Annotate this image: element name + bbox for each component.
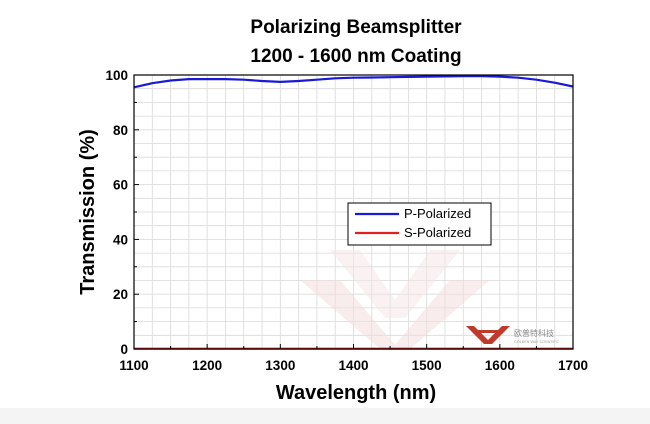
chart-svg: Polarizing Beamsplitter 1200 - 1600 nm C…: [77, 17, 588, 404]
y-tick-label: 100: [105, 68, 128, 83]
page-bottom-band: [0, 408, 650, 424]
y-axis-label: Transmission (%): [77, 129, 99, 295]
logo-mark-bar: [478, 330, 498, 333]
logo-mark-icon: [466, 326, 510, 344]
watermark-chevron-2: [330, 250, 460, 318]
legend-label-s-polarized: S-Polarized: [404, 225, 471, 240]
tick-labels: 1100 1200 1300 1400 1500 1600 1700 0 20 40 60 80 100: [105, 68, 588, 373]
watermark-brand-en: GOLDEN WAY SCIENTIFIC: [514, 340, 560, 344]
y-tick-label: 20: [113, 287, 128, 302]
x-tick-label: 1400: [338, 358, 368, 373]
chart-title: Polarizing Beamsplitter: [250, 17, 462, 38]
watermark-brand-cn: 欧普特科技: [514, 328, 554, 338]
y-tick-label: 40: [113, 232, 128, 247]
watermark-chevron: [300, 280, 490, 349]
x-tick-label: 1700: [558, 358, 588, 373]
x-axis-label: Wavelength (nm): [276, 382, 436, 404]
x-tick-label: 1100: [119, 358, 148, 373]
y-tick-label: 0: [120, 342, 128, 357]
axes: [133, 74, 574, 350]
x-tick-label: 1300: [265, 358, 295, 373]
chart-subtitle: 1200 - 1600 nm Coating: [250, 46, 461, 67]
legend-label-p-polarized: P-Polarized: [404, 206, 471, 221]
x-tick-label: 1600: [485, 358, 515, 373]
legend-box: [347, 202, 492, 246]
x-tick-label: 1200: [192, 358, 222, 373]
y-tick-label: 60: [113, 178, 128, 193]
y-tick-label: 80: [113, 123, 128, 138]
watermark-logo: 欧普特科技 GOLDEN WAY SCIENTIFIC: [300, 250, 560, 349]
x-tick-label: 1500: [412, 358, 442, 373]
legend: P-Polarized S-Polarized: [347, 202, 492, 246]
series-line-p-polarized: [133, 74, 574, 89]
